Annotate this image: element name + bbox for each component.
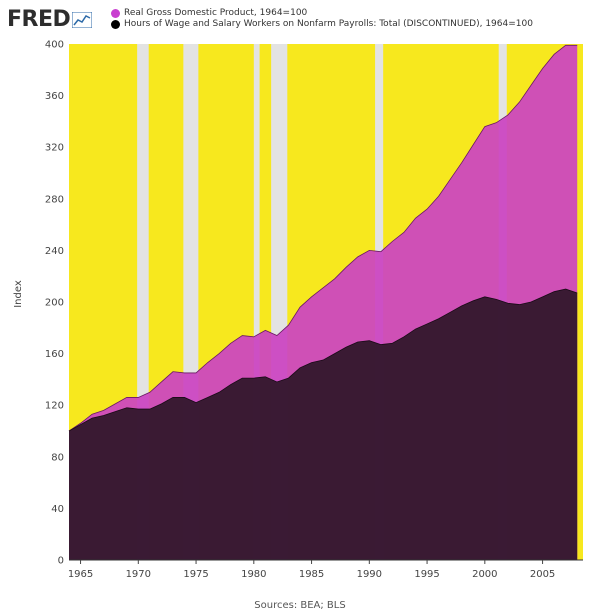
x-tick-label: 1970 (126, 569, 151, 580)
x-tick-label: 1980 (241, 569, 266, 580)
legend-swatch-hours (111, 20, 120, 29)
y-tick-label: 120 (45, 401, 64, 412)
y-tick-label: 40 (51, 504, 64, 515)
x-tick-label: 2005 (530, 569, 555, 580)
y-tick-label: 160 (45, 349, 64, 360)
y-tick-label: 80 (51, 452, 64, 463)
x-tick-label: 2000 (472, 569, 497, 580)
recession-band-0 (137, 44, 149, 560)
legend-item-hours: Hours of Wage and Salary Workers on Nonf… (111, 19, 533, 30)
legend-item-gdp: Real Gross Domestic Product, 1964=100 (111, 8, 533, 19)
y-tick-label: 320 (45, 143, 64, 154)
source-note: Sources: BEA; BLS (254, 600, 346, 611)
legend-label-gdp: Real Gross Domestic Product, 1964=100 (124, 8, 308, 18)
y-tick-label: 240 (45, 246, 64, 257)
x-tick-label: 1965 (68, 569, 93, 580)
x-tick-label: 1975 (183, 569, 208, 580)
y-tick-label: 200 (45, 298, 64, 309)
y-tick-label: 280 (45, 194, 64, 205)
y-tick-label: 400 (45, 40, 64, 51)
y-tick-label: 0 (58, 556, 64, 567)
chart-header: FRED Real Gross Domestic Product, 1964=1… (0, 0, 600, 36)
x-tick-label: 1985 (299, 569, 324, 580)
x-tick-label: 1990 (357, 569, 382, 580)
fred-logo[interactable]: FRED (7, 7, 93, 32)
legend-swatch-gdp (111, 9, 120, 18)
y-tick-label: 360 (45, 91, 64, 102)
logo-graph-icon (72, 11, 93, 28)
legend-label-hours: Hours of Wage and Salary Workers on Nonf… (124, 19, 533, 29)
chart-plot[interactable]: 0 40 80 120 160 200 240 280 320 360 400 1965 1970 197… (0, 0, 600, 600)
recession-band-2 (253, 44, 260, 560)
logo-text: FRED (7, 7, 71, 32)
gdp-line (68, 44, 578, 432)
hours-line (68, 288, 578, 432)
chart-legend: Real Gross Domestic Product, 1964=100 Ho… (111, 8, 533, 30)
x-tick-label: 1995 (414, 569, 439, 580)
hours-area (69, 289, 578, 560)
